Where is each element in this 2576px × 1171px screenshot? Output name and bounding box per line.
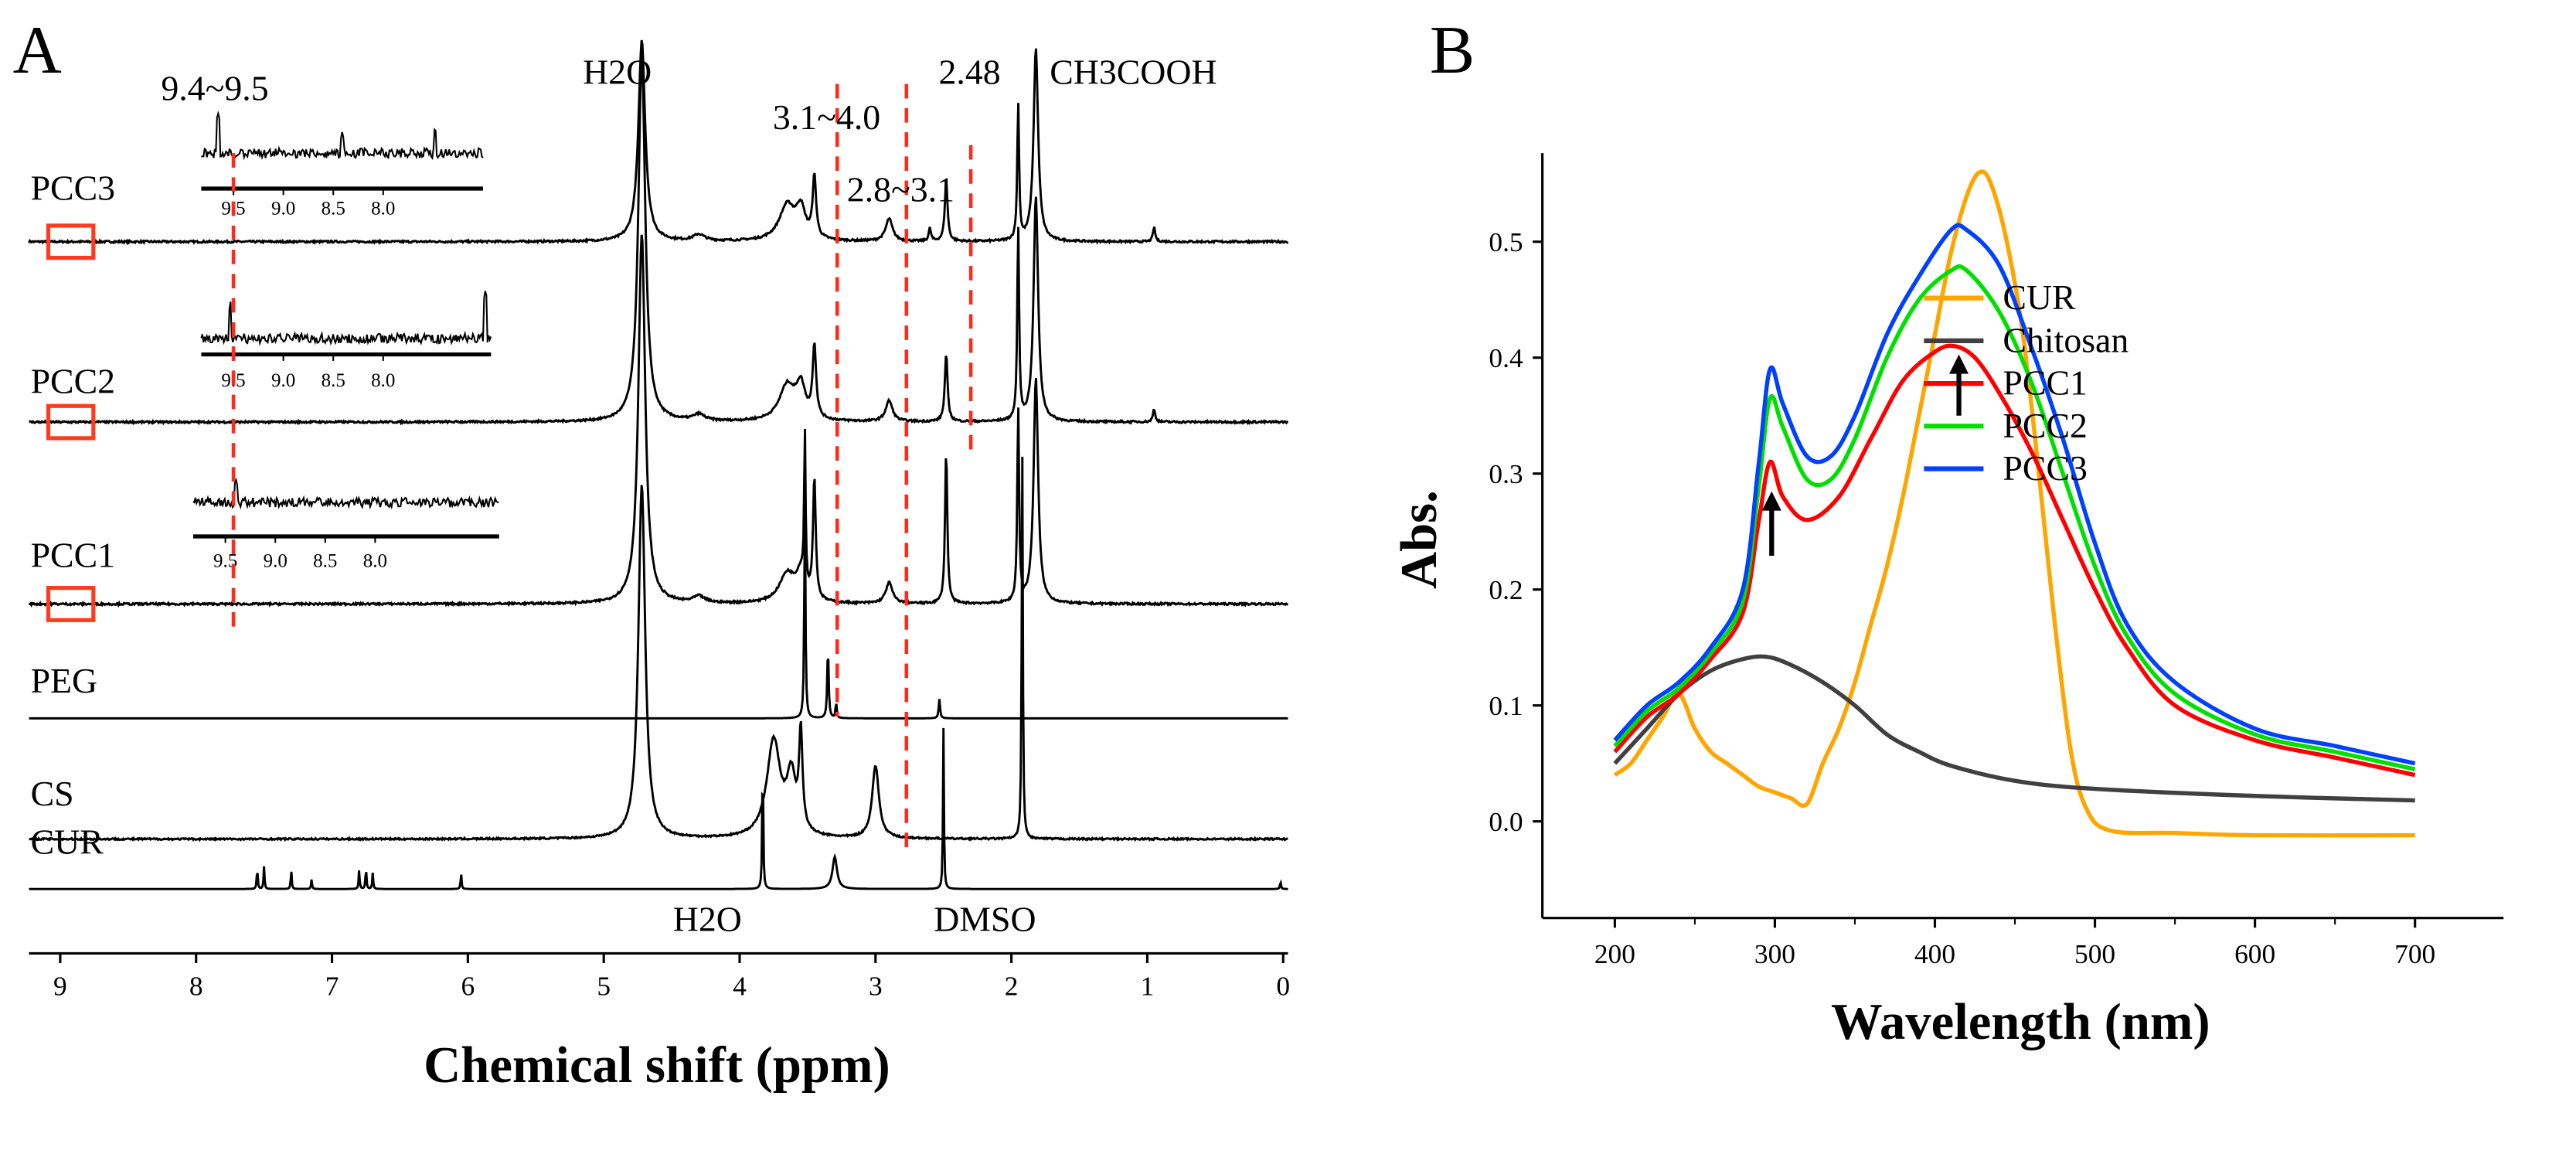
x-tick-label-a: 3 — [869, 971, 883, 1002]
legend-label-cur: CUR — [2003, 277, 2076, 317]
inset-tick-label: 8.5 — [313, 551, 337, 572]
annotation-h2o-top: H2O — [583, 53, 652, 92]
y-tick-label-b: 0.2 — [1489, 574, 1523, 605]
legend-label-chitosan: Chitosan — [2003, 320, 2129, 359]
highlight-box-pcc1 — [46, 586, 96, 622]
x-tick-label-b: 400 — [1914, 938, 1955, 969]
inset-pcc2: 9.59.08.58.0 — [200, 291, 492, 391]
x-axis-title-b: Wavelength (nm) — [1831, 994, 2210, 1050]
spectrum-cur — [29, 727, 1288, 890]
x-tick-label-a: 1 — [1141, 971, 1155, 1002]
spectrum-label-cs: CS — [31, 774, 74, 813]
x-tick-label-a: 8 — [189, 971, 203, 1002]
annotation-2.8-3.1: 2.8~3.1 — [847, 170, 955, 209]
inset-tick-label: 9.0 — [271, 370, 295, 391]
x-axis-title-a: Chemical shift (ppm) — [424, 1037, 890, 1094]
x-tick-label-b: 600 — [2234, 938, 2275, 969]
inset-tick-label: 8.5 — [322, 370, 345, 391]
x-tick-label-a: 6 — [461, 971, 475, 1002]
highlight-box-pcc2 — [46, 403, 96, 441]
x-tick-label-a: 9 — [53, 971, 67, 1002]
spectrum-label-pcc1: PCC1 — [31, 536, 116, 575]
inset-tick-label: 8.0 — [371, 198, 395, 219]
spectrum-pcc1 — [28, 234, 1289, 608]
spectrum-peg — [29, 502, 1288, 720]
x-tick-label-a: 7 — [325, 971, 339, 1002]
series-line-pcc1 — [1613, 343, 2416, 778]
y-axis-title-b: Abs. — [1391, 490, 1448, 589]
y-tick-label-b: 0.1 — [1489, 690, 1523, 721]
legend-label-pcc2: PCC2 — [2003, 406, 2088, 445]
series-line-chitosan — [1613, 654, 2415, 803]
annotation-9.4-9.5: 9.4~9.5 — [161, 68, 268, 107]
annotation-dmso: DMSO — [934, 899, 1036, 938]
inset-tick-label: 8.0 — [363, 551, 387, 572]
inset-tick-label: 9.0 — [264, 551, 288, 572]
spectrum-label-pcc2: PCC2 — [31, 362, 116, 401]
spectrum-pcc2 — [29, 53, 1289, 426]
inset-tick-label: 9.0 — [271, 198, 295, 219]
x-tick-label-b: 200 — [1594, 938, 1635, 969]
panel-b-uv-vis: B 200 300 400 500 600 700 0.0 0.1 0.2 0.3 0.4 0.5 W… — [1391, 12, 2504, 1050]
spectrum-cs — [29, 456, 1288, 843]
inset-trace — [200, 291, 492, 346]
x-tick-label-a: 2 — [1005, 971, 1019, 1002]
highlight-box-pcc3 — [46, 223, 96, 260]
inset-pcc1: 9.5 9.0 8.5 8.0 — [192, 477, 499, 572]
inset-tick-label: 8.0 — [371, 370, 395, 391]
inset-tick-label: 8.5 — [322, 198, 345, 219]
y-tick-label-b: 0.3 — [1489, 458, 1523, 489]
annotation-2.48: 2.48 — [938, 53, 1000, 92]
series-line-cur — [1613, 169, 2415, 838]
x-tick-label-b: 700 — [2394, 938, 2435, 969]
spectrum-label-peg: PEG — [31, 661, 98, 700]
panel-label-a: A — [13, 12, 62, 87]
x-tick-label-a: 4 — [733, 971, 747, 1002]
inset-pcc3: 9.59.08.58.0 — [201, 111, 484, 219]
arrow-up-icon — [1761, 491, 1781, 556]
inset-trace — [201, 111, 484, 161]
y-tick-label-b: 0.0 — [1489, 806, 1523, 837]
annotation-ch3cooh: CH3COOH — [1050, 53, 1217, 92]
legend-label-pcc3: PCC3 — [2003, 448, 2088, 488]
inset-trace — [192, 477, 499, 510]
x-tick-label-a: 0 — [1276, 971, 1290, 1002]
series-line-pcc3 — [1613, 223, 2416, 766]
x-tick-label-b: 300 — [1754, 938, 1795, 969]
annotation-3.1-4.0: 3.1~4.0 — [773, 97, 880, 137]
y-tick-label-b: 0.4 — [1489, 342, 1523, 373]
spectrum-label-pcc3: PCC3 — [31, 169, 116, 208]
legend-label-pcc1: PCC1 — [2003, 363, 2088, 403]
spectrum-label-cur: CUR — [31, 822, 104, 861]
panel-label-b: B — [1430, 12, 1475, 87]
x-tick-label-b: 500 — [2074, 938, 2115, 969]
series-line-pcc2 — [1613, 264, 2416, 771]
annotation-h2o-bottom: H2O — [673, 899, 742, 938]
x-tick-label-a: 5 — [597, 971, 611, 1002]
arrow-up-icon — [1949, 354, 1969, 416]
y-tick-label-b: 0.5 — [1489, 226, 1523, 257]
spectrum-pcc3 — [28, 39, 1289, 246]
